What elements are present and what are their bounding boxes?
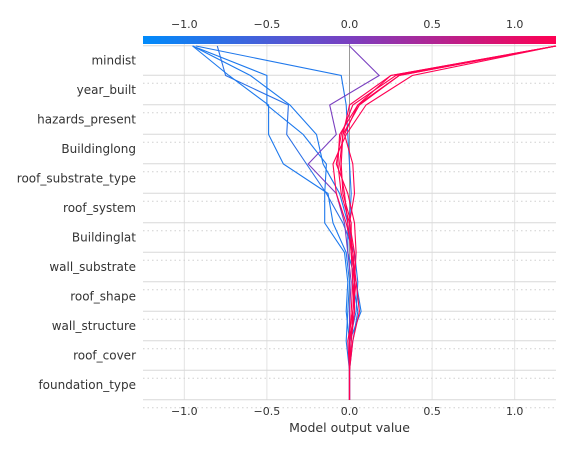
- decision-lines: [192, 45, 557, 400]
- feature-label: roof_cover: [73, 349, 136, 363]
- bottom-tick-label: 0.0: [341, 405, 359, 418]
- feature-label: Buildinglong: [61, 142, 136, 156]
- colorbar-gradient: [143, 36, 556, 44]
- top-tick-label: −0.5: [254, 18, 281, 31]
- decision-line: [192, 45, 351, 400]
- decision-line: [332, 45, 557, 400]
- x-axis-title: Model output value: [289, 420, 410, 435]
- feature-label: roof_shape: [70, 290, 136, 304]
- feature-label: hazards_present: [37, 113, 136, 127]
- colorbar: [143, 36, 556, 44]
- feature-label: wall_substrate: [49, 260, 136, 274]
- feature-labels: mindist year_built hazards_present Building…: [17, 54, 136, 393]
- x-axis-ticks: −1.0 −1.0 −0.5 −0.5 0.0 0.0 0.5 0.5 1.0 1.0: [171, 18, 524, 418]
- bottom-tick-label: −0.5: [254, 405, 281, 418]
- feature-label: foundation_type: [38, 378, 136, 392]
- decision-line: [340, 45, 557, 400]
- feature-label: mindist: [91, 54, 136, 68]
- bottom-tick-label: −1.0: [171, 405, 198, 418]
- top-tick-label: −1.0: [171, 18, 198, 31]
- top-tick-label: 0.0: [341, 18, 359, 31]
- feature-label: year_built: [77, 83, 137, 97]
- feature-label: wall_structure: [52, 319, 136, 333]
- bottom-tick-label: 1.0: [506, 405, 524, 418]
- top-tick-label: 0.5: [423, 18, 441, 31]
- bottom-tick-label: 0.5: [423, 405, 441, 418]
- feature-label: roof_substrate_type: [17, 172, 136, 186]
- top-tick-label: 1.0: [506, 18, 524, 31]
- feature-label: roof_system: [63, 201, 136, 215]
- feature-label: Buildinglat: [72, 231, 136, 245]
- decision-line: [343, 45, 557, 400]
